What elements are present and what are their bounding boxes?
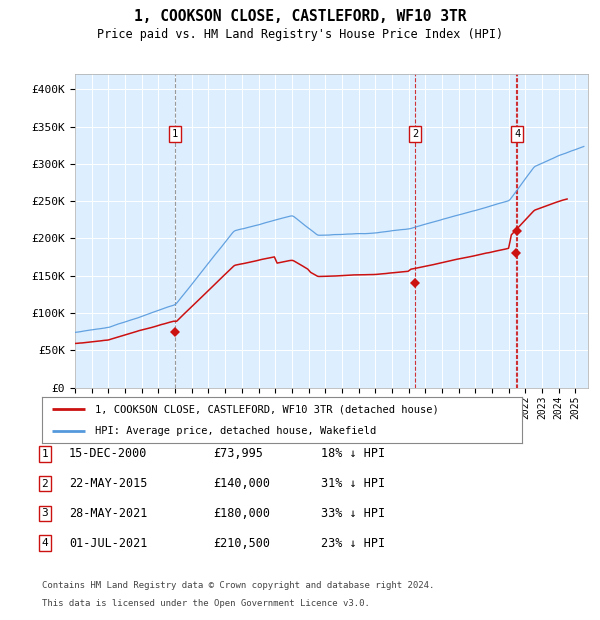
Text: 1, COOKSON CLOSE, CASTLEFORD, WF10 3TR: 1, COOKSON CLOSE, CASTLEFORD, WF10 3TR <box>134 9 466 24</box>
Text: £140,000: £140,000 <box>213 477 270 490</box>
Text: 28-MAY-2021: 28-MAY-2021 <box>69 507 148 520</box>
Text: 2: 2 <box>412 129 418 139</box>
Text: 15-DEC-2000: 15-DEC-2000 <box>69 448 148 460</box>
Text: 18% ↓ HPI: 18% ↓ HPI <box>321 448 385 460</box>
Text: 22-MAY-2015: 22-MAY-2015 <box>69 477 148 490</box>
Text: 23% ↓ HPI: 23% ↓ HPI <box>321 537 385 549</box>
Text: 4: 4 <box>514 129 520 139</box>
Text: 31% ↓ HPI: 31% ↓ HPI <box>321 477 385 490</box>
Text: 4: 4 <box>41 538 49 548</box>
Text: £180,000: £180,000 <box>213 507 270 520</box>
Text: £73,995: £73,995 <box>213 448 263 460</box>
Text: HPI: Average price, detached house, Wakefield: HPI: Average price, detached house, Wake… <box>95 426 376 436</box>
Text: 1: 1 <box>172 129 178 139</box>
Text: 3: 3 <box>41 508 49 518</box>
Text: Contains HM Land Registry data © Crown copyright and database right 2024.: Contains HM Land Registry data © Crown c… <box>42 581 434 590</box>
Text: 2: 2 <box>41 479 49 489</box>
Text: 1: 1 <box>41 449 49 459</box>
Text: 33% ↓ HPI: 33% ↓ HPI <box>321 507 385 520</box>
Text: This data is licensed under the Open Government Licence v3.0.: This data is licensed under the Open Gov… <box>42 598 370 608</box>
Text: Price paid vs. HM Land Registry's House Price Index (HPI): Price paid vs. HM Land Registry's House … <box>97 28 503 41</box>
Text: £210,500: £210,500 <box>213 537 270 549</box>
Text: 1, COOKSON CLOSE, CASTLEFORD, WF10 3TR (detached house): 1, COOKSON CLOSE, CASTLEFORD, WF10 3TR (… <box>95 404 439 414</box>
Text: 01-JUL-2021: 01-JUL-2021 <box>69 537 148 549</box>
